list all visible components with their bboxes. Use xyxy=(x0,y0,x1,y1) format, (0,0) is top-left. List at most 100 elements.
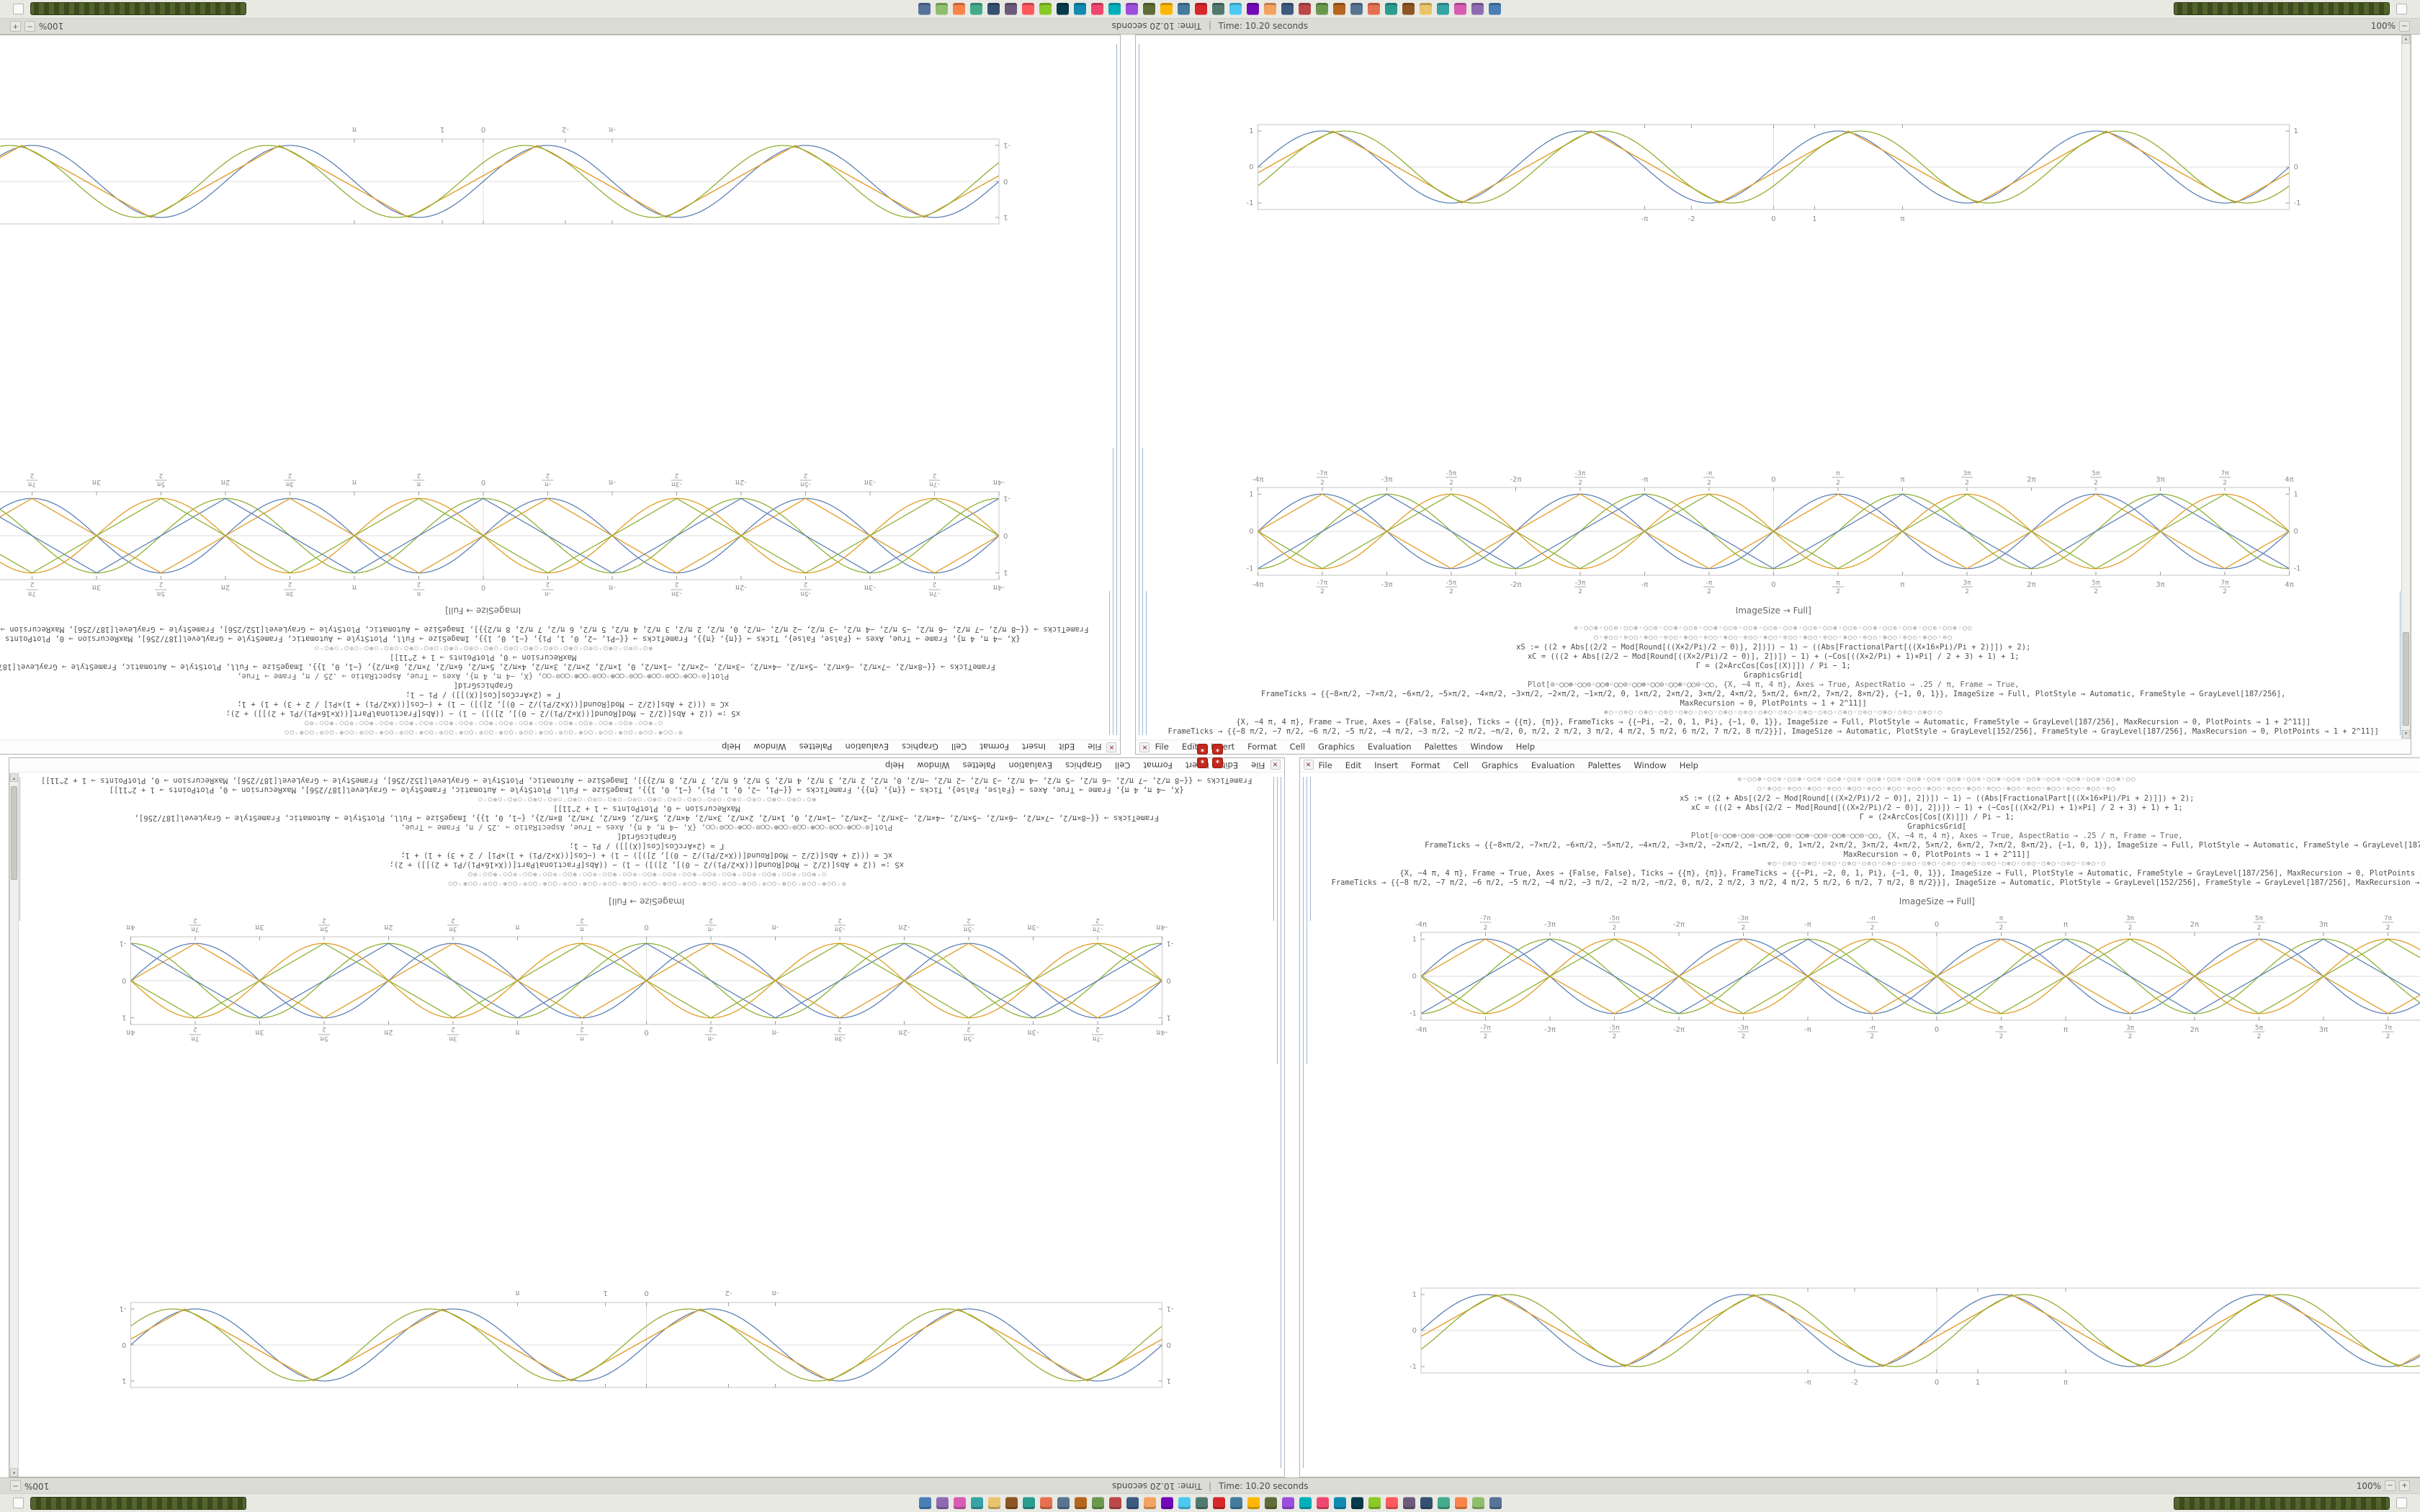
code-line[interactable]: ⊙◦◯○⊕◦◯○⊙◦◯○⊕◦◯○⊙◦◯○⊕◦◯○⊙◦◯○⊕◦◯○⊙◦◯○⊕◦◯○… xyxy=(41,878,1252,888)
taskbar-app-icon[interactable] xyxy=(919,3,931,15)
taskbar-app-icon[interactable] xyxy=(1403,3,1415,15)
taskbar-app-icon[interactable] xyxy=(1455,3,1467,15)
menu-file[interactable]: File xyxy=(1088,742,1101,752)
menu-palettes[interactable]: Palettes xyxy=(1425,742,1458,752)
menu-window[interactable]: Window xyxy=(753,742,786,752)
code-line[interactable]: xS := ((2 + Abs[(2/2 − Mod[Round[((X×2/P… xyxy=(41,860,1252,869)
menu-evaluation[interactable]: Evaluation xyxy=(1368,742,1412,752)
code-line[interactable]: FrameTicks → {{−8×π/2, −7×π/2, −6×π/2, −… xyxy=(1168,690,2379,699)
menu-cell[interactable]: Cell xyxy=(951,742,967,752)
zoom-level[interactable]: 100% xyxy=(2371,22,2396,32)
code-line[interactable]: {X, −4 π, 4 π}, Frame → True, Axes → {Fa… xyxy=(41,785,1252,794)
zoom-out-icon[interactable]: − xyxy=(10,1480,21,1491)
tray-icon[interactable] xyxy=(13,4,24,14)
close-icon[interactable]: ✕ xyxy=(1270,760,1281,770)
code-line[interactable]: ⊕◯◦○⊙◯◦○⊕◯◦○⊙◯◦○⊕◯◦○⊙◯◦○⊕◯◦○⊙◯◦○⊕◯◦○⊙◯◦○… xyxy=(41,794,1252,804)
code-line[interactable]: GraphicsGrid[ xyxy=(1332,822,2420,832)
mathematica-doc-icon[interactable]: ✶ xyxy=(1197,757,1208,768)
taskbar-app-icon[interactable] xyxy=(1230,1497,1242,1509)
taskbar-app-icon[interactable] xyxy=(1213,3,1225,15)
code-line[interactable]: {X, −4 π, 4 π}, Frame → True, Axes → {Fa… xyxy=(0,634,1088,643)
code-line[interactable]: Γ = (2×ArcCos[Cos[(X)]]) / Pi − 1; xyxy=(1332,813,2420,822)
taskbar-app-icon[interactable] xyxy=(1265,1497,1277,1509)
taskbar-app-icon[interactable] xyxy=(1438,1497,1450,1509)
tray-icon[interactable] xyxy=(2396,4,2407,14)
zoom-in-icon[interactable]: + xyxy=(10,21,21,32)
menu-cell[interactable]: Cell xyxy=(1290,742,1306,752)
code-line[interactable]: xC = (((2 + Abs[(2/2 − Mod[Round[((X×2/P… xyxy=(0,699,1088,708)
code-line[interactable]: {X, −4 π, 4 π}, Frame → True, Axes → {Fa… xyxy=(1332,869,2420,878)
taskbar-app-icon[interactable] xyxy=(1403,1497,1415,1509)
taskbar-app-icon[interactable] xyxy=(1368,1497,1381,1509)
taskbar-app-icon[interactable] xyxy=(1161,1497,1173,1509)
scrollbar[interactable]: ▴ ▾ xyxy=(2401,35,2411,739)
menu-graphics[interactable]: Graphics xyxy=(902,742,938,752)
scrollbar[interactable]: ▴ ▾ xyxy=(9,773,19,1477)
code-line[interactable]: Γ = (2×ArcCos[Cos[(X)]]) / Pi − 1; xyxy=(1168,662,2379,671)
code-line[interactable]: FrameTicks → {{−8×π/2, −7×π/2, −6×π/2, −… xyxy=(41,813,1252,822)
scroll-down-icon[interactable]: ▾ xyxy=(2402,35,2410,44)
close-icon[interactable]: ✕ xyxy=(1139,742,1150,752)
taskbar-app-icon[interactable] xyxy=(1178,3,1191,15)
taskbar-app-icon[interactable] xyxy=(1351,1497,1363,1509)
scroll-up-icon[interactable]: ▴ xyxy=(2402,730,2410,739)
menu-file[interactable]: File xyxy=(1319,760,1332,770)
code-line[interactable]: ⊙◦◯○⊕◦◯○⊙◦◯○⊕◦◯○⊙◦◯○⊕◦◯○⊙◦◯○⊕◦◯○⊙◦◯○⊕◦◯○… xyxy=(1168,624,2379,634)
code-line[interactable]: FrameTicks → {{−8×π/2, −7×π/2, −6×π/2, −… xyxy=(1332,841,2420,850)
menu-graphics[interactable]: Graphics xyxy=(1482,760,1518,770)
code-line[interactable]: Γ = (2×ArcCos[Cos[(X)]]) / Pi − 1; xyxy=(0,690,1088,699)
code-line[interactable]: FrameTicks → {{−8 π/2, −7 π/2, −6 π/2, −… xyxy=(1168,727,2379,737)
taskbar-app-icon[interactable] xyxy=(1438,3,1450,15)
menu-file[interactable]: File xyxy=(1251,760,1265,770)
menu-window[interactable]: Window xyxy=(917,760,949,770)
code-line[interactable]: Plot[⊙◦◯○⊕◦◯○⊙◦◯○⊕◦◯○⊙◦◯○⊕◦◯○⊙◦◯○⊕◦◯○⊙◦◯… xyxy=(0,671,1088,680)
code-line[interactable]: xC = (((2 + Abs[(2/2 − Mod[Round[((X×2/P… xyxy=(1332,804,2420,813)
taskbar-app-icon[interactable] xyxy=(1299,1497,1312,1509)
zoom-level[interactable]: 100% xyxy=(39,22,63,32)
menu-evaluation[interactable]: Evaluation xyxy=(845,742,889,752)
zoom-level[interactable]: 100% xyxy=(2357,1481,2381,1491)
menu-palettes[interactable]: Palettes xyxy=(1588,760,1621,770)
code-line[interactable]: xS := ((2 + Abs[(2/2 − Mod[Round[((X×2/P… xyxy=(0,708,1088,718)
taskbar-app-icon[interactable] xyxy=(1472,1497,1484,1509)
taskbar-app-icon[interactable] xyxy=(1023,3,1035,15)
menu-insert[interactable]: Insert xyxy=(1374,760,1398,770)
taskbar-app-icon[interactable] xyxy=(954,1497,966,1509)
code-line[interactable]: ⊕◯◦○⊙◯◦○⊕◯◦○⊙◯◦○⊕◯◦○⊙◯◦○⊕◯◦○⊙◯◦○⊕◯◦○⊙◯◦○… xyxy=(1168,708,2379,718)
taskbar-app-icon[interactable] xyxy=(1178,1497,1191,1509)
taskbar-app-icon[interactable] xyxy=(1265,3,1277,15)
taskbar-app-icon[interactable] xyxy=(1092,3,1104,15)
taskbar-app-icon[interactable] xyxy=(1057,1497,1070,1509)
taskbar-app-icon[interactable] xyxy=(1005,1497,1018,1509)
taskbar-app-icon[interactable] xyxy=(1057,3,1070,15)
taskbar-app-icon[interactable] xyxy=(936,3,949,15)
tray-icon[interactable] xyxy=(2396,1498,2407,1508)
code-line[interactable]: ⊕◯◦○⊙◯◦○⊕◯◦○⊙◯◦○⊕◯◦○⊙◯◦○⊕◯◦○⊙◯◦○⊕◯◦○⊙◯◦○… xyxy=(1332,860,2420,869)
zoom-out-icon[interactable]: − xyxy=(24,21,35,32)
menu-palettes[interactable]: Palettes xyxy=(963,760,996,770)
code-line[interactable]: Plot[⊙◦◯○⊕◦◯○⊙◦◯○⊕◦◯○⊙◦◯○⊕◦◯○⊙◦◯○⊕◦◯○⊙◦◯… xyxy=(41,822,1252,832)
taskbar-app-icon[interactable] xyxy=(1109,3,1121,15)
menu-insert[interactable]: Insert xyxy=(1022,742,1046,752)
tray-icon[interactable] xyxy=(13,1498,24,1508)
menu-edit[interactable]: Edit xyxy=(1182,742,1198,752)
code-line[interactable]: xC = (((2 + Abs[(2/2 − Mod[Round[((X×2/P… xyxy=(41,850,1252,860)
menu-graphics[interactable]: Graphics xyxy=(1318,742,1355,752)
code-line[interactable]: MaxRecursion → 0, PlotPoints → 1 + 2^11]… xyxy=(1168,699,2379,708)
zoom-in-icon[interactable]: + xyxy=(2399,1480,2410,1491)
menu-graphics[interactable]: Graphics xyxy=(1065,760,1102,770)
code-line[interactable]: Γ = (2×ArcCos[Cos[(X)]]) / Pi − 1; xyxy=(41,841,1252,850)
menu-help[interactable]: Help xyxy=(1680,760,1698,770)
menu-evaluation[interactable]: Evaluation xyxy=(1531,760,1575,770)
taskbar-app-icon[interactable] xyxy=(1161,3,1173,15)
zoom-out-icon[interactable]: − xyxy=(2385,1480,2396,1491)
taskbar-app-icon[interactable] xyxy=(1213,1497,1225,1509)
code-line[interactable]: ○◦⊕◯○◦⊙◯○◦⊕◯○◦⊙◯○◦⊕◯○◦⊙◯○◦⊕◯○◦⊙◯○◦⊕◯○◦⊙◯… xyxy=(41,869,1252,878)
menu-format[interactable]: Format xyxy=(980,742,1009,752)
code-line[interactable]: GraphicsGrid[ xyxy=(0,680,1088,690)
taskbar-app-icon[interactable] xyxy=(954,3,966,15)
taskbar-app-icon[interactable] xyxy=(1040,1497,1052,1509)
taskbar-app-icon[interactable] xyxy=(1109,1497,1121,1509)
scrollbar-thumb[interactable] xyxy=(2403,632,2409,726)
zoom-level[interactable]: 100% xyxy=(24,1481,49,1491)
